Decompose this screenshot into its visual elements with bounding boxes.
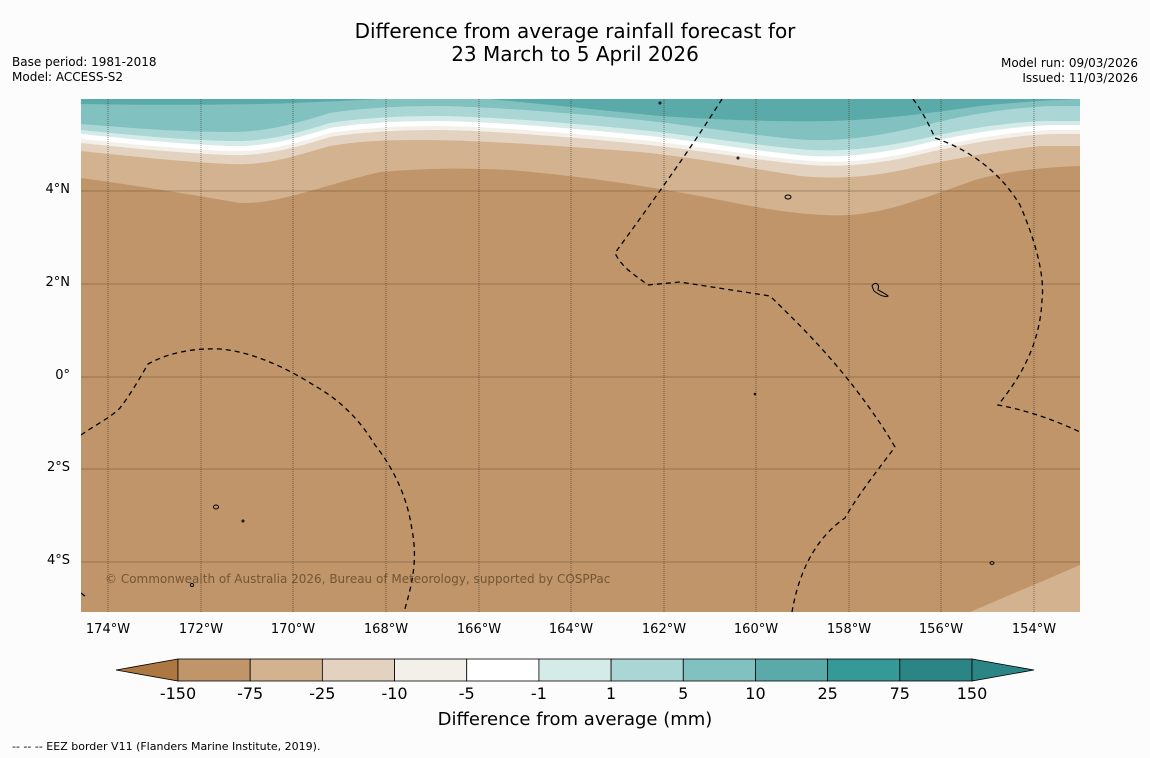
- colorbar-segment: [249, 658, 323, 682]
- eez-footnote: -- -- -- EEZ border V11 (Flanders Marine…: [12, 740, 321, 753]
- model-run: Model run: 09/03/2026: [1000, 56, 1138, 70]
- colorbar-tick-label: -1: [530, 684, 547, 703]
- colorbar-segment: [177, 658, 251, 682]
- eez-border-fragment: [81, 592, 87, 598]
- colorbar-tick-label: 10: [745, 684, 766, 703]
- lon-label-174w: 174°W: [85, 622, 131, 637]
- colorbar-segment: [538, 658, 612, 682]
- lat-label-2n: 2°N: [45, 275, 71, 290]
- island: [189, 582, 195, 588]
- colorbar-tick-label: 25: [817, 684, 838, 703]
- colorbar-segment: [466, 658, 540, 682]
- anomaly-patch-dark-teal-east: [490, 99, 1080, 122]
- anomaly-band-brown: [81, 166, 1080, 612]
- model-name: Model: ACCESS-S2: [12, 70, 124, 84]
- eez-border-kiribati-line: [614, 99, 896, 612]
- colorbar-segment: [899, 658, 973, 682]
- lat-label-4n: 4°N: [45, 182, 71, 197]
- colorbar-tick-label: -10: [381, 684, 408, 703]
- island: [658, 101, 662, 105]
- colorbar-segment: [827, 658, 901, 682]
- lon-label-160w: 160°W: [733, 622, 779, 637]
- colorbar: [115, 658, 1035, 682]
- lon-label-168w: 168°W: [363, 622, 409, 637]
- colorbar-segment: [755, 658, 829, 682]
- island: [753, 392, 757, 396]
- colorbar-tick-label: -75: [237, 684, 264, 703]
- lon-label-162w: 162°W: [641, 622, 687, 637]
- eez-border-east: [912, 99, 1080, 433]
- chart-title-line1: Difference from average rainfall forecas…: [354, 19, 796, 43]
- lat-label-2s: 2°S: [46, 460, 70, 475]
- lat-label-0: 0°: [55, 368, 70, 383]
- colorbar-segment: [610, 658, 684, 682]
- colorbar-extend-max: [971, 658, 1035, 682]
- lon-label-170w: 170°W: [270, 622, 316, 637]
- island: [989, 561, 995, 565]
- colorbar-tick-label: 75: [889, 684, 910, 703]
- lon-label-164w: 164°W: [548, 622, 594, 637]
- colorbar-tick-label: 150: [956, 684, 988, 703]
- rainfall-anomaly-field: [81, 99, 1080, 612]
- colorbar-tick-label: 5: [678, 684, 689, 703]
- island: [784, 194, 792, 200]
- base-period: Base period: 1981-2018: [12, 55, 157, 69]
- island: [241, 519, 245, 523]
- island: [736, 156, 740, 160]
- anomaly-patch-dark-teal-west: [81, 99, 380, 105]
- island: [213, 504, 219, 510]
- colorbar-tick-label: -5: [458, 684, 475, 703]
- colorbar-tick-label: -150: [159, 684, 197, 703]
- lon-label-156w: 156°W: [918, 622, 964, 637]
- colorbar-tick-label: 1: [605, 684, 617, 703]
- lon-label-172w: 172°W: [178, 622, 224, 637]
- colorbar-segment: [682, 658, 756, 682]
- eez-border-west: [81, 348, 416, 612]
- eez-borders: [81, 99, 1080, 612]
- lat-label-4s: 4°S: [46, 553, 70, 568]
- colorbar-extend-min: [115, 658, 179, 682]
- chart-title-line2: 23 March to 5 April 2026: [451, 42, 699, 66]
- lon-label-166w: 166°W: [456, 622, 502, 637]
- islands: [189, 101, 995, 588]
- issued-date: Issued: 11/03/2026: [1022, 71, 1138, 85]
- colorbar-segment: [321, 658, 395, 682]
- island-kiritimati: [871, 282, 889, 297]
- colorbar-segment: [394, 658, 468, 682]
- colorbar-label: Difference from average (mm): [437, 709, 713, 730]
- copyright-notice: © Commonwealth of Australia 2026, Bureau…: [105, 572, 611, 586]
- anomaly-patch-light-brown-se: [970, 565, 1080, 612]
- graticule: [81, 99, 1080, 612]
- lon-label-154w: 154°W: [1011, 622, 1057, 637]
- lon-label-158w: 158°W: [826, 622, 872, 637]
- colorbar-tick-label: -25: [309, 684, 336, 703]
